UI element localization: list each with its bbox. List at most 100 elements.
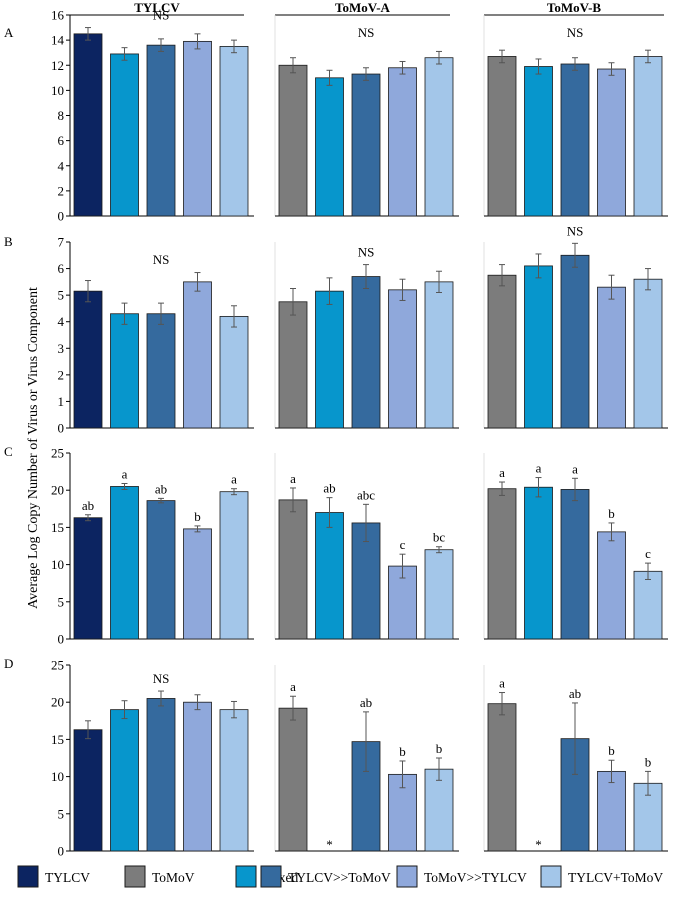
bar [388, 289, 417, 429]
bar [219, 491, 249, 640]
panel-c-3: a a a b c [483, 453, 668, 640]
row-label: A [4, 25, 14, 40]
bar [633, 56, 663, 217]
bar [110, 709, 139, 852]
bar [110, 53, 139, 217]
bar [315, 512, 344, 640]
bar [524, 66, 553, 217]
y-tick-label: 25 [51, 658, 64, 673]
y-tick-label: 6 [58, 133, 65, 148]
significance-letter: c [645, 546, 651, 561]
panel-d-3: a * ab b b [483, 665, 668, 852]
legend-label: TYLCV [45, 870, 90, 885]
row-label: D [4, 656, 13, 671]
bar [146, 313, 176, 429]
bar [146, 500, 176, 640]
significance-letter: b [645, 754, 652, 769]
y-tick-label: 15 [51, 520, 64, 535]
bar [560, 254, 590, 429]
bar [146, 698, 176, 852]
y-tick-label: 20 [51, 483, 64, 498]
significance-letter: b [608, 743, 615, 758]
panel-b-2: NS [274, 242, 459, 429]
y-tick-label: 8 [58, 108, 65, 123]
absent-marker: * [326, 837, 333, 852]
bar [597, 531, 626, 640]
bar [487, 703, 517, 852]
bar [278, 301, 308, 429]
significance-letter: ab [155, 481, 167, 496]
panel-d-2: a * ab b b [274, 665, 459, 852]
legend-swatch [124, 865, 146, 888]
panel-b-3: NS [483, 223, 668, 429]
significance-letter: bc [433, 530, 446, 545]
column-title: ToMoV-A [335, 0, 391, 15]
ns-label: NS [153, 8, 170, 23]
significance-letter: a [499, 676, 505, 691]
panel-a-1: 0 2 4 6 8 10 12 14 16 NS [51, 8, 254, 224]
significance-letter: a [499, 465, 505, 480]
bar [315, 77, 344, 217]
significance-letter: a [572, 461, 578, 476]
bar [278, 499, 308, 640]
panel-c-1: 0 5 10 15 20 25 ab a ab b a [51, 446, 254, 647]
legend-label: ToMoV>>TYLCV [424, 870, 527, 885]
y-tick-label: 10 [51, 769, 64, 784]
significance-letter: abc [357, 487, 375, 502]
bar [73, 729, 103, 852]
panel-b-1: 0 1 2 3 4 5 6 7 NS [58, 235, 254, 436]
legend-label: ToMoV [152, 870, 195, 885]
y-tick-label: 4 [58, 314, 65, 329]
bar [560, 489, 590, 640]
significance-letter: b [608, 506, 615, 521]
bar [183, 40, 212, 217]
bar [633, 278, 663, 429]
y-tick-label: 2 [58, 367, 65, 382]
bar [73, 33, 103, 217]
bar [388, 67, 417, 217]
panel-d-1: 0 5 10 15 20 25 NS [51, 658, 254, 859]
y-tick-label: 0 [58, 421, 65, 436]
bar [633, 570, 663, 640]
significance-letter: ab [360, 695, 372, 710]
legend-label: TYLCV>>ToMoV [288, 870, 391, 885]
bar [487, 488, 517, 640]
bar [73, 517, 103, 640]
significance-letter: c [400, 537, 406, 552]
significance-letter: a [231, 472, 237, 487]
y-tick-label: 14 [51, 33, 65, 48]
bar [424, 768, 454, 852]
y-tick-label: 15 [51, 732, 64, 747]
legend-swatch [396, 865, 418, 888]
y-tick-label: 25 [51, 446, 64, 461]
y-axis-label: Average Log Copy Number of Virus or Viru… [26, 287, 41, 609]
y-tick-label: 0 [58, 844, 65, 859]
significance-letter: b [194, 509, 201, 524]
significance-letter: b [399, 744, 406, 759]
y-tick-label: 5 [58, 806, 65, 821]
significance-letter: ab [82, 498, 94, 513]
y-tick-label: 6 [58, 261, 65, 276]
bar [73, 290, 103, 429]
row-label: B [4, 234, 13, 249]
ns-label: NS [153, 252, 170, 267]
ns-label: NS [358, 245, 375, 260]
y-tick-label: 5 [58, 594, 65, 609]
panel-c-2: a ab abc c bc [274, 453, 459, 640]
bar [278, 64, 308, 217]
bar [560, 63, 590, 217]
bar [110, 313, 139, 429]
bar [351, 276, 381, 429]
y-tick-label: 16 [51, 8, 65, 23]
y-tick-label: 0 [58, 632, 65, 647]
y-tick-label: 4 [58, 158, 65, 173]
y-tick-label: 10 [51, 557, 64, 572]
significance-letter: a [536, 461, 542, 476]
bar [424, 281, 454, 429]
legend-label: TYLCV+ToMoV [568, 870, 663, 885]
bar [183, 281, 212, 429]
bar [424, 57, 454, 217]
legend-swatch [235, 865, 257, 888]
bar [110, 486, 139, 640]
